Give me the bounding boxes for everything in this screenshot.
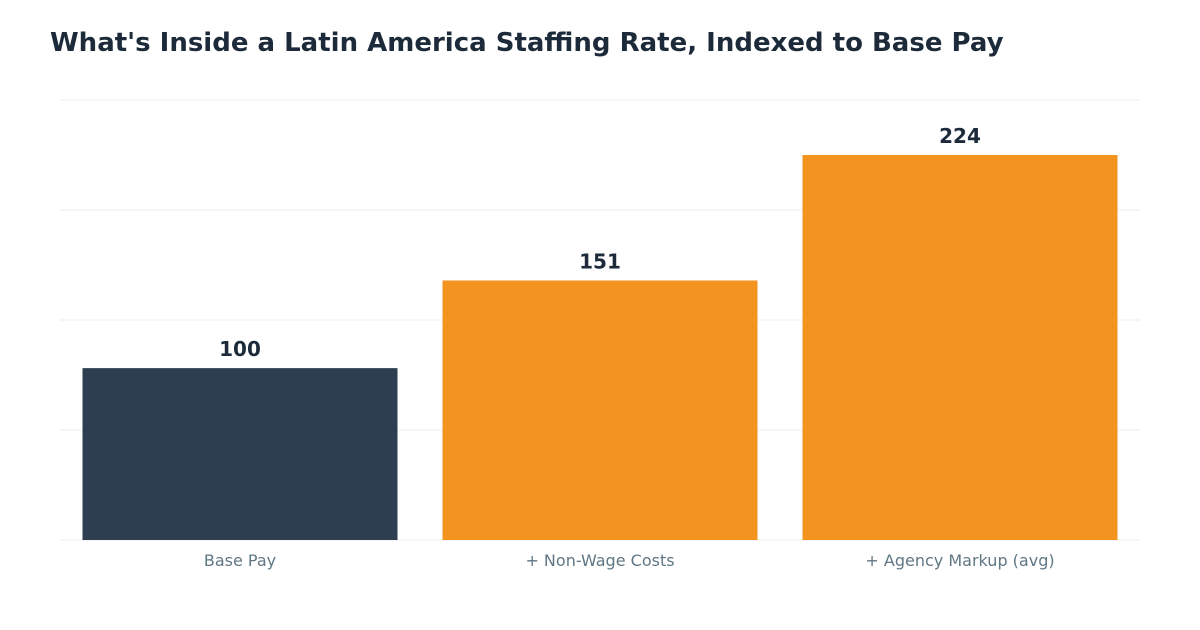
bar-value-label: 151	[579, 249, 621, 273]
category-tick-label: + Non-Wage Costs	[525, 551, 674, 570]
bars	[82, 155, 1118, 540]
bar	[82, 368, 398, 540]
bar	[442, 280, 758, 540]
category-tick-labels: Base Pay + Non-Wage Costs + Agency Markup …	[204, 551, 1055, 570]
bar-value-label: 100	[219, 337, 261, 361]
category-tick-label: Base Pay	[204, 551, 276, 570]
value-labels: 100 151 224	[219, 124, 981, 361]
category-tick-label: + Agency Markup (avg)	[865, 551, 1054, 570]
bar-value-label: 224	[939, 124, 981, 148]
chart-title: What's Inside a Latin America Staffing R…	[50, 28, 1004, 58]
bar	[802, 155, 1118, 540]
